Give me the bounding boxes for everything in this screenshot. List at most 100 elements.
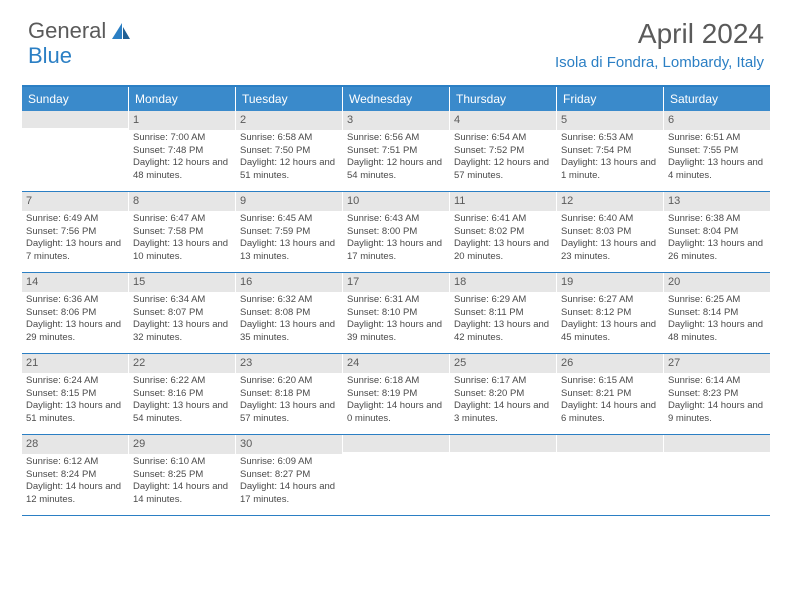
- sunset-text: Sunset: 8:07 PM: [133, 307, 231, 320]
- daylight-text: Daylight: 13 hours and 54 minutes.: [133, 400, 231, 426]
- sunrise-text: Sunrise: 6:47 AM: [133, 213, 231, 226]
- day-header: Thursday: [450, 87, 557, 111]
- sunrise-text: Sunrise: 6:51 AM: [668, 132, 766, 145]
- day-number: 20: [664, 273, 770, 292]
- sunset-text: Sunset: 8:03 PM: [561, 226, 659, 239]
- location: Isola di Fondra, Lombardy, Italy: [555, 54, 764, 71]
- calendar-cell: 22 Sunrise: 6:22 AMSunset: 8:16 PMDayligh…: [129, 354, 236, 434]
- day-number: 17: [343, 273, 449, 292]
- sail-icon: [110, 21, 132, 41]
- sunset-text: Sunset: 7:58 PM: [133, 226, 231, 239]
- calendar-cell: 21Sunrise: 6:24 AMSunset: 8:15 PMDayligh…: [22, 354, 129, 434]
- day-number: 11: [450, 192, 556, 211]
- sunset-text: Sunset: 7:51 PM: [347, 145, 445, 158]
- daylight-text: Daylight: 13 hours and 57 minutes.: [240, 400, 338, 426]
- day-header: Wednesday: [343, 87, 450, 111]
- sunrise-text: Sunrise: 6:38 AM: [668, 213, 766, 226]
- calendar-cell: 20Sunrise: 6:25 AMSunset: 8:14 PMDayligh…: [664, 273, 770, 353]
- day-number: 26: [557, 354, 663, 373]
- day-number: 13: [664, 192, 770, 211]
- calendar-cell: 2Sunrise: 6:58 AMSunset: 7:50 PMDaylight…: [236, 111, 343, 191]
- calendar-cell: [450, 435, 557, 515]
- logo-text-general: General: [28, 18, 106, 44]
- sunrise-text: Sunrise: 6:40 AM: [561, 213, 659, 226]
- day-number: 23: [236, 354, 342, 373]
- sunset-text: Sunset: 8:16 PM: [133, 388, 231, 401]
- sunset-text: Sunset: 7:55 PM: [668, 145, 766, 158]
- calendar-cell: 10Sunrise: 6:43 AMSunset: 8:00 PMDayligh…: [343, 192, 450, 272]
- sunrise-text: Sunrise: 6:15 AM: [561, 375, 659, 388]
- calendar-cell: 12 Sunrise: 6:40 AMSunset: 8:03 PMDayligh…: [557, 192, 664, 272]
- daylight-text: Daylight: 13 hours and 35 minutes.: [240, 319, 338, 345]
- sunset-text: Sunset: 7:56 PM: [26, 226, 124, 239]
- calendar-cell: 30Sunrise: 6:09 AMSunset: 8:27 PMDayligh…: [236, 435, 343, 515]
- day-number: 25: [450, 354, 556, 373]
- calendar: SundayMondayTuesdayWednesdayThursdayFrid…: [22, 85, 770, 516]
- daylight-text: Daylight: 13 hours and 13 minutes.: [240, 238, 338, 264]
- calendar-cell: 8Sunrise: 6:47 AMSunset: 7:58 PMDaylight…: [129, 192, 236, 272]
- sunrise-text: Sunrise: 6:18 AM: [347, 375, 445, 388]
- daylight-text: Daylight: 14 hours and 6 minutes.: [561, 400, 659, 426]
- day-number: 22: [129, 354, 235, 373]
- day-header: Tuesday: [236, 87, 343, 111]
- day-header-row: SundayMondayTuesdayWednesdayThursdayFrid…: [22, 87, 770, 111]
- sunrise-text: Sunrise: 6:45 AM: [240, 213, 338, 226]
- day-number: 12: [557, 192, 663, 211]
- daylight-text: Daylight: 13 hours and 42 minutes.: [454, 319, 552, 345]
- day-number: 7: [22, 192, 128, 211]
- sunrise-text: Sunrise: 6:56 AM: [347, 132, 445, 145]
- sunset-text: Sunset: 8:08 PM: [240, 307, 338, 320]
- day-number: 4: [450, 111, 556, 130]
- calendar-cell: 16Sunrise: 6:32 AMSunset: 8:08 PMDayligh…: [236, 273, 343, 353]
- sunset-text: Sunset: 8:25 PM: [133, 469, 231, 482]
- sunset-text: Sunset: 8:11 PM: [454, 307, 552, 320]
- sunset-text: Sunset: 8:00 PM: [347, 226, 445, 239]
- daylight-text: Daylight: 13 hours and 32 minutes.: [133, 319, 231, 345]
- sunrise-text: Sunrise: 6:32 AM: [240, 294, 338, 307]
- calendar-cell: 4Sunrise: 6:54 AMSunset: 7:52 PMDaylight…: [450, 111, 557, 191]
- calendar-cell: 24Sunrise: 6:18 AMSunset: 8:19 PMDayligh…: [343, 354, 450, 434]
- sunset-text: Sunset: 8:23 PM: [668, 388, 766, 401]
- daylight-text: Daylight: 12 hours and 57 minutes.: [454, 157, 552, 183]
- sunrise-text: Sunrise: 6:27 AM: [561, 294, 659, 307]
- daylight-text: Daylight: 14 hours and 14 minutes.: [133, 481, 231, 507]
- day-number: 9: [236, 192, 342, 211]
- daylight-text: Daylight: 12 hours and 54 minutes.: [347, 157, 445, 183]
- daylight-text: Daylight: 14 hours and 3 minutes.: [454, 400, 552, 426]
- sunrise-text: Sunrise: 6:20 AM: [240, 375, 338, 388]
- day-header: Monday: [129, 87, 236, 111]
- sunrise-text: Sunrise: 6:36 AM: [26, 294, 124, 307]
- sunset-text: Sunset: 8:06 PM: [26, 307, 124, 320]
- day-number: 5: [557, 111, 663, 130]
- daylight-text: Daylight: 13 hours and 51 minutes.: [26, 400, 124, 426]
- calendar-cell: 28Sunrise: 6:12 AMSunset: 8:24 PMDayligh…: [22, 435, 129, 515]
- daylight-text: Daylight: 12 hours and 51 minutes.: [240, 157, 338, 183]
- calendar-cell: 13Sunrise: 6:38 AMSunset: 8:04 PMDayligh…: [664, 192, 770, 272]
- calendar-cell: 7Sunrise: 6:49 AMSunset: 7:56 PMDaylight…: [22, 192, 129, 272]
- sunrise-text: Sunrise: 6:34 AM: [133, 294, 231, 307]
- calendar-cell: [557, 435, 664, 515]
- daylight-text: Daylight: 13 hours and 17 minutes.: [347, 238, 445, 264]
- calendar-cell: 19Sunrise: 6:27 AMSunset: 8:12 PMDayligh…: [557, 273, 664, 353]
- day-number: 21: [22, 354, 128, 373]
- calendar-cell: [664, 435, 770, 515]
- calendar-cell: [22, 111, 129, 191]
- daylight-text: Daylight: 13 hours and 23 minutes.: [561, 238, 659, 264]
- daylight-text: Daylight: 14 hours and 9 minutes.: [668, 400, 766, 426]
- daylight-text: Daylight: 13 hours and 45 minutes.: [561, 319, 659, 345]
- day-number: 28: [22, 435, 128, 454]
- logo-text-blue: Blue: [28, 43, 72, 69]
- daylight-text: Daylight: 13 hours and 29 minutes.: [26, 319, 124, 345]
- calendar-cell: [343, 435, 450, 515]
- calendar-cell: 1Sunrise: 7:00 AMSunset: 7:48 PMDaylight…: [129, 111, 236, 191]
- day-number: [557, 435, 663, 452]
- day-number: 2: [236, 111, 342, 130]
- day-number: 8: [129, 192, 235, 211]
- calendar-cell: 26Sunrise: 6:15 AMSunset: 8:21 PMDayligh…: [557, 354, 664, 434]
- day-number: 27: [664, 354, 770, 373]
- sunrise-text: Sunrise: 6:10 AM: [133, 456, 231, 469]
- sunrise-text: Sunrise: 6:22 AM: [133, 375, 231, 388]
- day-number: 10: [343, 192, 449, 211]
- sunrise-text: Sunrise: 6:12 AM: [26, 456, 124, 469]
- daylight-text: Daylight: 14 hours and 0 minutes.: [347, 400, 445, 426]
